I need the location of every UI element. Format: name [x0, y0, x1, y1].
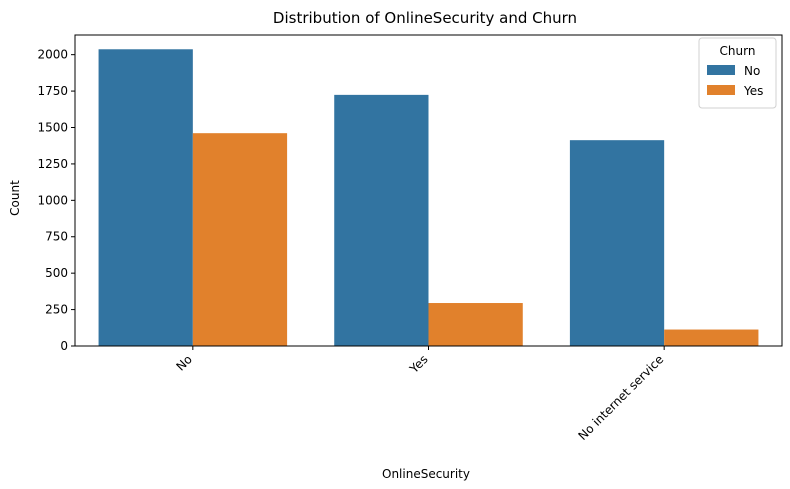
- y-tick-label-6: 1250: [37, 157, 68, 171]
- plot-area: 0 250 500 750 1000 1250 1500 1750 2000 No Yes No in…: [37, 34, 783, 443]
- legend-label-1: No: [744, 64, 760, 78]
- bar-1-3: [569, 140, 665, 346]
- bar-1-1: [98, 49, 193, 346]
- bar-1-2: [334, 94, 429, 346]
- legend-swatch-1: [707, 65, 735, 75]
- y-tick-label-5: 1000: [37, 193, 68, 207]
- y-tick-label-3: 500: [45, 266, 68, 280]
- x-tick-label-1: No: [174, 352, 195, 373]
- bar-2-2: [428, 303, 523, 346]
- bar-2-3: [664, 329, 759, 346]
- legend-label-2: Yes: [743, 84, 763, 98]
- y-tick-label-2: 250: [45, 303, 68, 317]
- chart-title: Distribution of OnlineSecurity and Churn: [273, 9, 577, 27]
- y-tick-label-9: 2000: [37, 48, 68, 62]
- y-tick-label-8: 1750: [37, 84, 68, 98]
- y-tick-label-7: 1500: [37, 120, 68, 134]
- legend-title: Churn: [720, 44, 756, 58]
- y-tick-label-1: 0: [60, 339, 68, 353]
- y-tick-label-4: 750: [45, 230, 68, 244]
- y-axis-label: Count: [8, 180, 22, 216]
- x-tick-label-2: Yes: [406, 352, 430, 376]
- x-axis-label: OnlineSecurity: [382, 467, 470, 481]
- x-tick-label-3: No internet service: [576, 352, 667, 443]
- bar-2-1: [192, 133, 288, 346]
- legend-swatch-2: [707, 85, 735, 95]
